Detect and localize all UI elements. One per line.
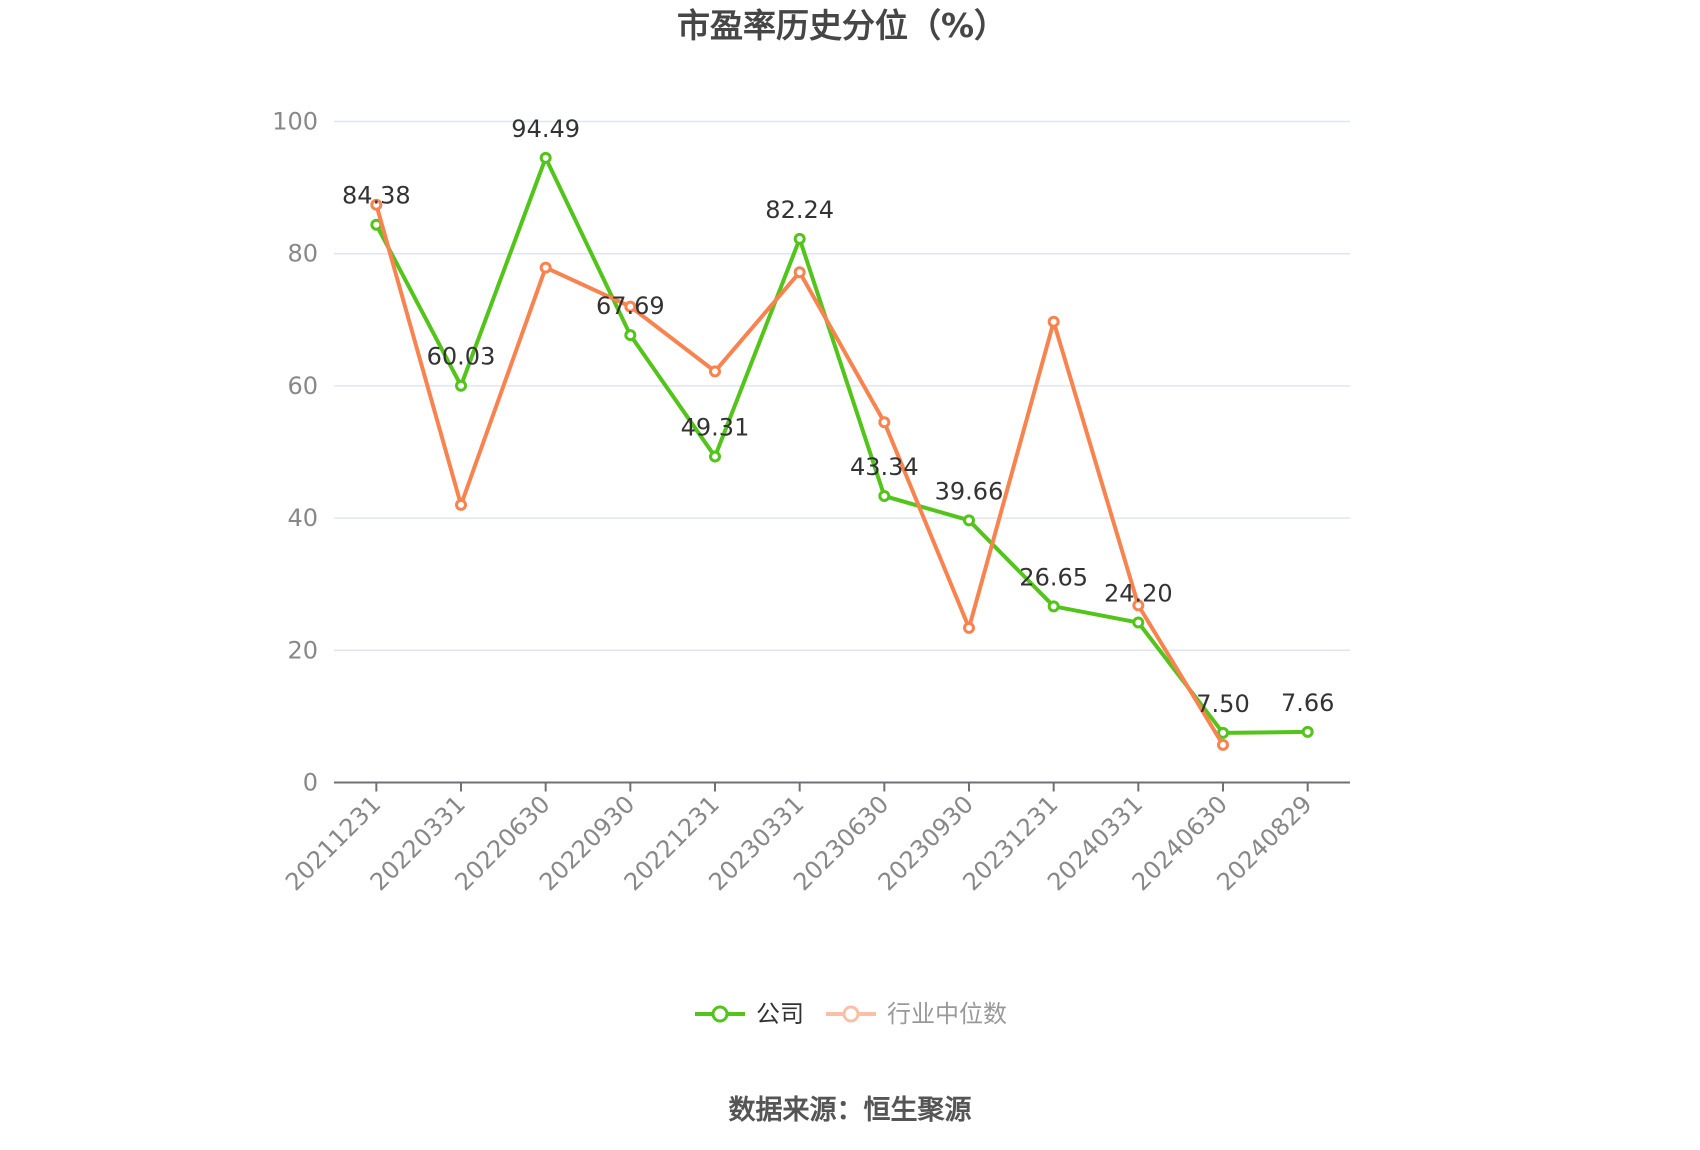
y-gridlines [334,120,1350,652]
y-axis-label: 60 [287,372,318,400]
data-source-note: 数据来源：恒生聚源 [728,1095,972,1126]
data-point [455,498,467,511]
data-point [709,450,721,463]
data-label: 94.49 [511,115,580,143]
legend-item-company[interactable]: 公司 [695,1000,804,1028]
line-circle-icon [695,1005,745,1023]
data-point [539,261,552,274]
data-point [370,198,383,211]
data-point [963,621,975,634]
data-point [963,514,975,527]
x-axis: 2021123120220331202206302022093020221231… [280,781,1350,896]
data-point [624,300,637,313]
legend-label-industry-median: 行业中位数 [887,1000,1007,1028]
line-circle-icon [826,1005,876,1023]
data-label: 24.20 [1104,580,1173,608]
data-point [1132,616,1145,629]
data-point [1047,600,1060,613]
chart-title: 市盈率历史分位（%） [676,6,1008,45]
series-line-company [374,155,1310,735]
data-point [878,490,891,503]
legend: 公司 行业中位数 [695,1000,1007,1028]
data-point [1132,599,1145,612]
data-labels: 84.38 60.03 94.49 67.69 49.31 82.24 43.34 39.66… [342,115,1334,718]
data-label: 67.69 [596,292,665,320]
data-label: 43.34 [850,453,919,481]
legend-icon-circle [842,1005,860,1023]
data-point [455,379,467,392]
data-point [1047,315,1060,328]
data-label: 7.50 [1196,690,1249,718]
data-point [1217,726,1229,739]
y-axis-label: 20 [287,636,318,664]
data-point [878,416,891,429]
data-label: 26.65 [1019,563,1088,591]
series-industry-median [370,198,1229,751]
data-label: 82.24 [765,196,834,224]
data-label: 60.03 [427,343,496,371]
data-point [793,232,806,245]
y-axis-label: 0 [303,769,318,797]
data-point [624,329,637,342]
data-point [539,151,552,164]
data-point [709,365,721,378]
y-axis-label: 80 [287,240,318,268]
legend-item-industry-median[interactable]: 行业中位数 [826,1000,1007,1028]
legend-label-company: 公司 [756,1000,804,1028]
series-line-industry-median [374,202,1225,747]
legend-icon-circle [711,1005,729,1023]
data-label: 39.66 [935,477,1004,505]
data-point [1301,725,1314,738]
data-point [1217,738,1229,751]
data-label: 7.66 [1281,689,1334,717]
y-axis-label: 40 [287,504,318,532]
data-point [793,266,806,279]
data-label: 84.38 [342,182,411,210]
data-label: 49.31 [681,414,750,442]
y-axis-label: 100 [272,108,318,136]
y-axis-labels: 0 20 40 60 80 100 [272,108,318,797]
